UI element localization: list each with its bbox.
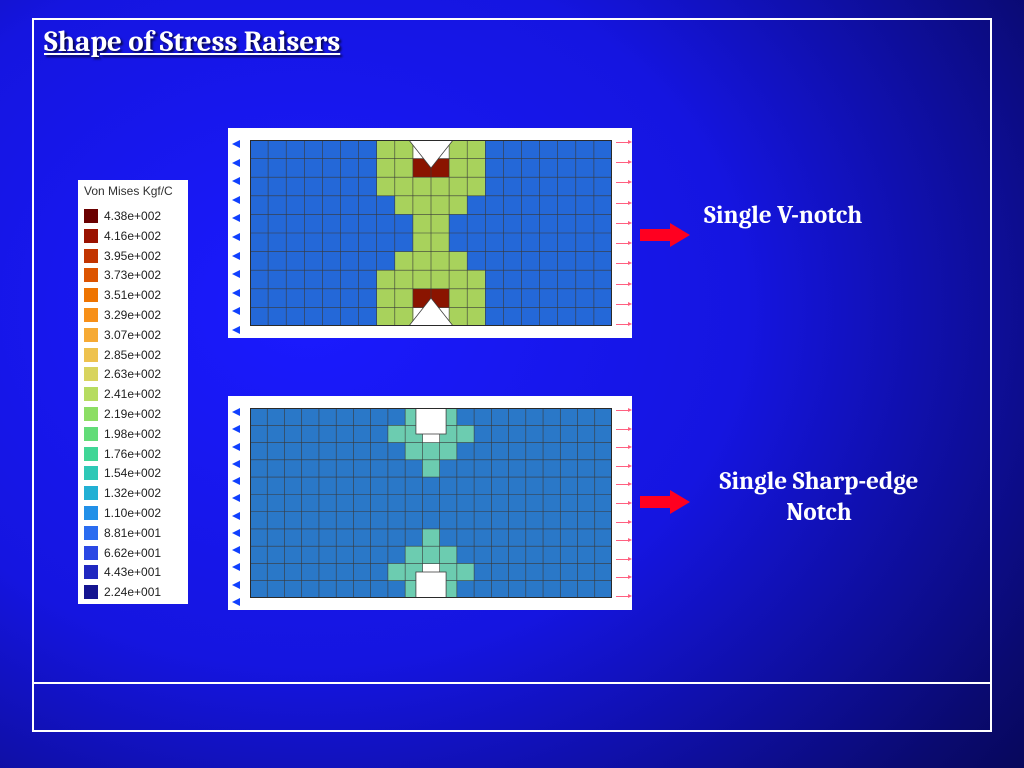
legend-value: 3.29e+002 [104, 308, 161, 322]
mesh-svg [250, 140, 612, 326]
legend-value: 4.16e+002 [104, 229, 161, 243]
legend-swatch [84, 565, 98, 579]
legend-value: 2.85e+002 [104, 348, 161, 362]
legend-swatch [84, 447, 98, 461]
legend-value: 4.43e+001 [104, 565, 161, 579]
legend-swatch [84, 407, 98, 421]
legend-value: 1.98e+002 [104, 427, 161, 441]
legend-value: 1.10e+002 [104, 506, 161, 520]
legend-title: Von Mises Kgf/C [84, 184, 182, 198]
fea-plot-sharp [228, 396, 632, 610]
legend-swatch [84, 486, 98, 500]
legend-value: 1.54e+002 [104, 466, 161, 480]
legend-swatch [84, 249, 98, 263]
legend-swatch [84, 526, 98, 540]
bc-markers-icon [232, 408, 248, 598]
legend-swatch [84, 466, 98, 480]
legend-swatch [84, 229, 98, 243]
legend-swatch [84, 546, 98, 560]
legend-swatch [84, 585, 98, 599]
legend-value: 3.07e+002 [104, 328, 161, 342]
legend-value: 6.62e+001 [104, 546, 161, 560]
legend-swatch [84, 427, 98, 441]
legend-swatch [84, 387, 98, 401]
legend-value: 2.19e+002 [104, 407, 161, 421]
legend-swatch [84, 367, 98, 381]
legend-value: 2.63e+002 [104, 367, 161, 381]
legend-value: 3.51e+002 [104, 288, 161, 302]
legend-value: 8.81e+001 [104, 526, 161, 540]
legend-swatch [84, 209, 98, 223]
fea-plot-vnotch [228, 128, 632, 338]
legend-entries: 4.38e+002 4.16e+002 3.95e+002 3.73e+002 3.51… [84, 206, 182, 600]
legend-value: 2.41e+002 [104, 387, 161, 401]
legend-value: 2.24e+001 [104, 585, 161, 599]
legend-swatch [84, 308, 98, 322]
label-vnotch: Single V-notch [704, 200, 894, 231]
legend-swatch [84, 348, 98, 362]
slide-title: Shape of Stress Raisers [44, 26, 340, 59]
legend-swatch [84, 328, 98, 342]
legend-value: 4.38e+002 [104, 209, 161, 223]
mesh-svg [250, 408, 612, 598]
bottom-divider [34, 682, 990, 684]
legend-value: 1.32e+002 [104, 486, 161, 500]
legend-value: 3.73e+002 [104, 268, 161, 282]
legend-swatch [84, 506, 98, 520]
legend-value: 3.95e+002 [104, 249, 161, 263]
color-legend: Von Mises Kgf/C 4.38e+002 4.16e+002 3.95e+… [78, 180, 188, 604]
legend-swatch [84, 268, 98, 282]
legend-value: 1.76e+002 [104, 447, 161, 461]
legend-swatch [84, 288, 98, 302]
load-markers-icon [614, 410, 628, 596]
load-markers-icon [614, 142, 628, 324]
arrow-icon [640, 223, 690, 247]
arrow-icon [640, 490, 690, 514]
label-sharp: Single Sharp-edge Notch [714, 466, 924, 529]
bc-markers-icon [232, 140, 248, 326]
